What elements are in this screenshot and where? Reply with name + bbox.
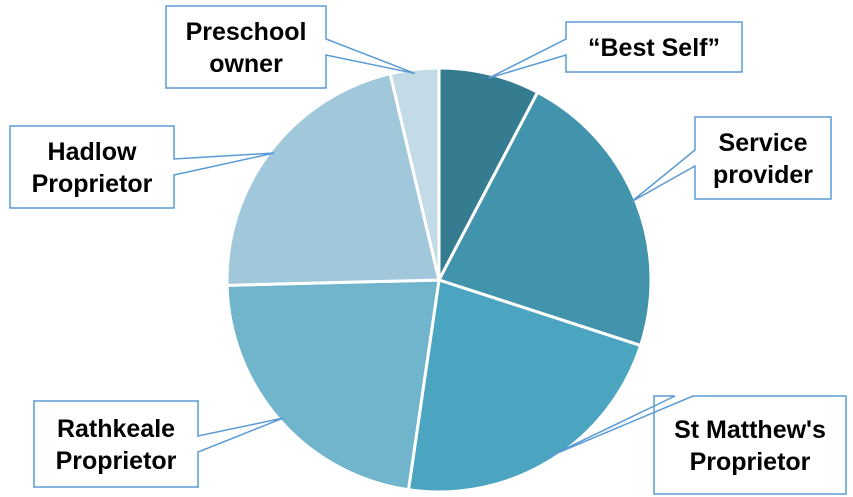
data-label-line: provider (713, 161, 813, 189)
callout-box-st-matthew-s-proprietor (548, 395, 847, 495)
pie-slice-hadlow-proprietor (225, 72, 441, 287)
data-label-line: Preschool (186, 18, 307, 46)
callout-box-rathkeale-proprietor (33, 400, 284, 488)
callouts: “Best Self” Service provider St Matthew's Pr… (9, 5, 847, 495)
data-label-service-provider: Service provider (713, 129, 813, 189)
data-label-rathkeale-proprietor: Rathkeale Proprietor (56, 415, 177, 475)
callout-box-service-provider (631, 116, 832, 203)
pie-slice-best-self (437, 66, 540, 282)
data-label-line: Service (719, 129, 808, 157)
pie-slice-st-matthew-s-proprietor (406, 278, 643, 494)
data-label-hadlow-proprietor: Hadlow Proprietor (32, 138, 153, 198)
pie-slice-preschool-owner (388, 66, 441, 282)
pie-slice-rathkeale-proprietor (225, 278, 441, 492)
data-label-line: owner (209, 50, 283, 78)
data-label-preschool-owner: Preschool owner (186, 18, 307, 78)
data-label-line: Proprietor (690, 448, 811, 476)
data-label-best-self: “Best Self” (588, 34, 720, 62)
data-label-line: Rathkeale (57, 415, 175, 443)
data-label-line: Proprietor (32, 170, 153, 198)
data-label-line: St Matthew's (674, 416, 826, 444)
data-label-line: “Best Self” (588, 34, 720, 62)
callout-box-preschool-owner (165, 5, 416, 89)
callout-box-best-self (488, 21, 743, 79)
callout-box-hadlow-proprietor (9, 125, 275, 209)
data-label-st-matthew-s-proprietor: St Matthew's Proprietor (674, 416, 826, 476)
pie-slices (225, 66, 653, 494)
data-label-line: Hadlow (48, 138, 137, 166)
data-label-line: Proprietor (56, 447, 177, 475)
